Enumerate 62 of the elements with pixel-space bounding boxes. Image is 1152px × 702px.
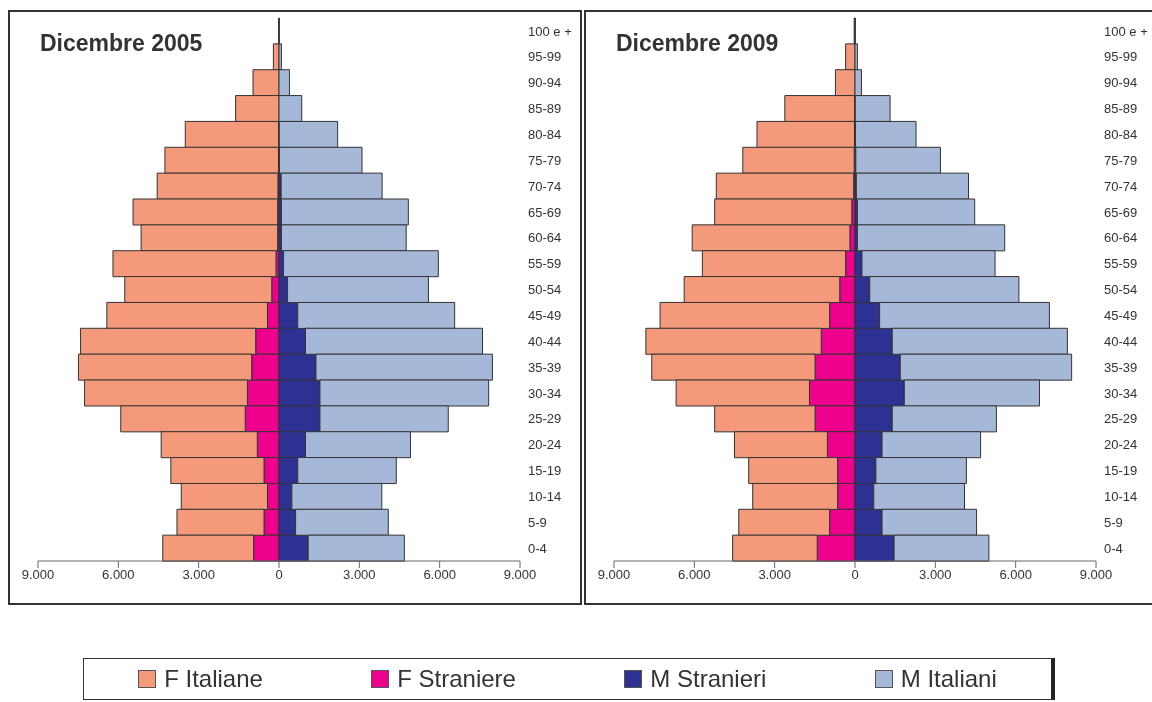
- y-tick-label: 35-39: [528, 359, 562, 375]
- x-tick-label: 9.000: [21, 567, 55, 583]
- y-tick-label: 85-89: [528, 101, 562, 117]
- y-tick-label: 20-24: [1104, 437, 1138, 453]
- y-tick-label: 100 e +: [528, 23, 572, 39]
- y-tick-label: 65-69: [528, 204, 562, 220]
- y-tick-label: 100 e +: [1104, 23, 1148, 39]
- x-tick-label: 6.000: [678, 567, 711, 583]
- y-tick-label: 50-54: [528, 282, 562, 298]
- x-tick-label: 9.000: [597, 567, 631, 583]
- y-tick-label: 25-29: [528, 411, 562, 427]
- x-tick-label: 3.000: [343, 567, 376, 583]
- y-tick-label: 95-99: [1104, 49, 1138, 65]
- y-tick-label: 55-59: [1104, 256, 1138, 272]
- y-tick-label: 45-49: [528, 307, 562, 323]
- y-tick-label: 5-9: [1104, 514, 1123, 530]
- y-tick-label: 95-99: [528, 49, 562, 65]
- x-tick-label: 6.000: [102, 567, 135, 583]
- y-tick-label: 80-84: [1104, 126, 1138, 142]
- y-tick-label: 90-94: [1104, 75, 1138, 91]
- y-tick-label: 0-4: [528, 540, 547, 556]
- y-tick-label: 90-94: [528, 75, 562, 91]
- y-tick-label: 85-89: [1104, 101, 1138, 117]
- y-tick-label: 10-14: [528, 488, 562, 504]
- legend-label: F Italiane: [164, 665, 263, 693]
- y-tick-label: 20-24: [528, 437, 562, 453]
- y-tick-label: 80-84: [528, 126, 562, 142]
- y-tick-label: 65-69: [1104, 204, 1138, 220]
- y-tick-label: 55-59: [528, 256, 562, 272]
- y-tick-label: 15-19: [528, 463, 562, 479]
- y-tick-label: 30-34: [528, 385, 562, 401]
- y-tick-label: 15-19: [1104, 463, 1138, 479]
- x-tick-label: 3.000: [758, 567, 791, 583]
- legend-label: F Straniere: [397, 665, 516, 693]
- y-tick-label: 25-29: [1104, 411, 1138, 427]
- y-tick-label: 60-64: [528, 230, 562, 246]
- y-tick-label: 70-74: [1104, 178, 1138, 194]
- y-tick-label: 40-44: [1104, 333, 1138, 349]
- x-tick-label: 3.000: [182, 567, 215, 583]
- text: Dicembre 2009: [616, 30, 779, 57]
- y-tick-label: 75-79: [528, 152, 562, 168]
- y-tick-label: 40-44: [528, 333, 562, 349]
- legend-label: M Stranieri: [650, 665, 767, 693]
- x-tick-label: 0: [275, 567, 283, 583]
- x-tick-label: 9.000: [1079, 567, 1113, 583]
- y-tick-label: 50-54: [1104, 282, 1138, 298]
- text: Dicembre 2005: [40, 30, 203, 57]
- y-tick-label: 70-74: [528, 178, 562, 194]
- x-tick-label: 3.000: [919, 567, 952, 583]
- y-tick-label: 0-4: [1104, 540, 1123, 556]
- x-tick-label: 9.000: [503, 567, 537, 583]
- x-tick-label: 6.000: [999, 567, 1032, 583]
- y-tick-label: 35-39: [1104, 359, 1138, 375]
- x-tick-label: 6.000: [423, 567, 456, 583]
- y-tick-label: 30-34: [1104, 385, 1138, 401]
- y-tick-label: 45-49: [1104, 307, 1138, 323]
- y-tick-label: 75-79: [1104, 152, 1138, 168]
- legend-label: M Italiani: [900, 665, 997, 693]
- y-tick-label: 5-9: [528, 514, 547, 530]
- y-tick-label: 10-14: [1104, 488, 1138, 504]
- x-tick-label: 0: [851, 567, 859, 583]
- y-tick-label: 60-64: [1104, 230, 1138, 246]
